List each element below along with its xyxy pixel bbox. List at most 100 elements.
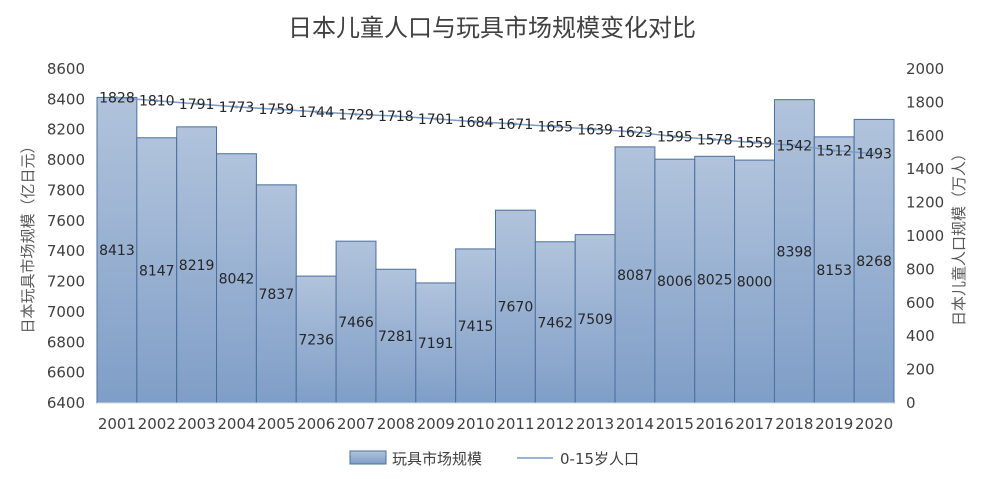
- x-tick-2017: 2017: [735, 415, 773, 433]
- bar-label-2007: 7466: [338, 315, 374, 331]
- bar-label-2009: 7191: [418, 336, 454, 352]
- bar-2001: [96, 96, 138, 404]
- y2-axis-ticks: 0 200 400 600 800 1000 1200 1400 1600 1800 2000: [906, 60, 944, 412]
- line-label-2004: 1773: [219, 100, 255, 116]
- y2-tick-800: 800: [906, 260, 935, 278]
- y-tick-7000: 7000: [47, 303, 85, 321]
- line-point-2018: [792, 143, 796, 147]
- bar-2016: [694, 155, 736, 404]
- y2-tick-2000: 2000: [906, 60, 944, 78]
- bar-label-2005: 7837: [259, 287, 295, 303]
- bar-label-2006: 7236: [298, 333, 334, 349]
- line-point-2003: [195, 102, 199, 106]
- y-tick-8200: 8200: [47, 121, 85, 139]
- bar-2014: [614, 146, 656, 404]
- line-label-2005: 1759: [259, 102, 295, 118]
- bar-label-2004: 8042: [219, 271, 255, 287]
- bar-series: [96, 96, 895, 404]
- x-tick-2005: 2005: [257, 415, 295, 433]
- population-line: [116, 96, 875, 155]
- line-label-2006: 1744: [298, 105, 334, 121]
- line-label-2010: 1684: [458, 115, 494, 131]
- bar-label-2003: 8219: [179, 258, 215, 274]
- bar-2006: [295, 275, 337, 404]
- x-tick-2010: 2010: [456, 415, 494, 433]
- line-label-2013: 1639: [577, 122, 613, 138]
- y-tick-6400: 6400: [47, 394, 85, 412]
- bar-2012: [534, 241, 576, 404]
- line-point-2001: [115, 96, 119, 100]
- line-label-2018: 1542: [777, 138, 813, 154]
- line-point-2011: [513, 122, 517, 126]
- chart-title: 日本儿童人口与玩具市场规模变化对比: [288, 14, 696, 42]
- y2-tick-1200: 1200: [906, 194, 944, 212]
- y-axis-label: 日本玩具市场规模（亿日元）: [19, 138, 37, 333]
- x-axis-ticks: 2001 2002 2003 2004 2005 2006 2007 2008 2009 2010…: [98, 415, 893, 433]
- legend: 玩具市场规模 0-15岁人口: [349, 450, 639, 468]
- line-label-2003: 1791: [179, 97, 215, 113]
- bar-label-2014: 8087: [617, 268, 653, 284]
- x-tick-2014: 2014: [616, 415, 654, 433]
- bar-label-2001: 8413: [99, 243, 135, 259]
- legend-bar-label: 玩具市场规模: [392, 450, 482, 468]
- line-label-2019: 1512: [816, 143, 852, 159]
- line-point-2008: [394, 114, 398, 118]
- bar-2020: [853, 118, 895, 404]
- x-tick-2007: 2007: [337, 415, 375, 433]
- bar-2017: [734, 159, 775, 404]
- line-label-2001: 1828: [99, 91, 135, 107]
- x-tick-2016: 2016: [696, 415, 734, 433]
- line-label-2002: 1810: [139, 94, 175, 110]
- y-tick-7600: 7600: [47, 212, 85, 230]
- line-point-2017: [753, 141, 757, 145]
- bar-label-2008: 7281: [378, 329, 414, 345]
- y-tick-7800: 7800: [47, 181, 85, 199]
- x-tick-2019: 2019: [815, 415, 853, 433]
- line-label-2011: 1671: [498, 117, 534, 133]
- line-point-2006: [314, 110, 318, 114]
- y-tick-8600: 8600: [47, 60, 85, 78]
- line-point-2012: [553, 125, 557, 129]
- line-data-labels: 1828 1810 1791 1773 1759 1744 1729 1718 1701 1684…: [99, 91, 892, 163]
- line-point-2019: [832, 148, 836, 152]
- y-tick-8400: 8400: [47, 90, 85, 108]
- y-tick-7400: 7400: [47, 242, 85, 260]
- bar-2008: [375, 268, 417, 404]
- y-tick-6600: 6600: [47, 364, 85, 382]
- line-label-2008: 1718: [378, 109, 414, 125]
- x-tick-2002: 2002: [138, 415, 176, 433]
- x-tick-2015: 2015: [656, 415, 694, 433]
- line-label-2015: 1595: [657, 130, 693, 146]
- x-tick-2011: 2011: [496, 415, 534, 433]
- y-tick-6800: 6800: [47, 333, 85, 351]
- bar-label-2017: 8000: [737, 275, 773, 291]
- line-label-2014: 1623: [617, 125, 653, 141]
- bar-label-2002: 8147: [139, 263, 175, 279]
- line-label-2009: 1701: [418, 112, 454, 128]
- line-label-2016: 1578: [697, 132, 733, 148]
- bar-2004: [216, 153, 257, 404]
- y2-tick-400: 400: [906, 327, 935, 345]
- bar-label-2018: 8398: [777, 244, 813, 260]
- bar-label-2012: 7462: [537, 315, 573, 331]
- line-point-2005: [274, 107, 278, 111]
- y2-tick-0: 0: [906, 394, 916, 412]
- legend-line-label: 0-15岁人口: [560, 450, 639, 468]
- bar-label-2020: 8268: [856, 254, 892, 270]
- line-point-2009: [434, 117, 438, 121]
- y2-axis-label: 日本儿童人口规模（万人）: [950, 146, 968, 326]
- x-tick-2018: 2018: [775, 415, 813, 433]
- x-tick-2013: 2013: [576, 415, 614, 433]
- bar-label-2015: 8006: [657, 274, 693, 290]
- y-axis-ticks: 6400 6600 6800 7000 7200 7400 7600 7800 8000 8200…: [47, 60, 85, 412]
- x-tick-2012: 2012: [536, 415, 574, 433]
- line-point-2020: [872, 152, 876, 156]
- bar-label-2013: 7509: [577, 312, 613, 328]
- y2-tick-1800: 1800: [906, 93, 944, 111]
- line-label-2012: 1655: [537, 120, 573, 136]
- bar-label-2019: 8153: [816, 263, 852, 279]
- y-tick-7200: 7200: [47, 273, 85, 291]
- line-point-2002: [155, 99, 159, 103]
- y-tick-8000: 8000: [47, 151, 85, 169]
